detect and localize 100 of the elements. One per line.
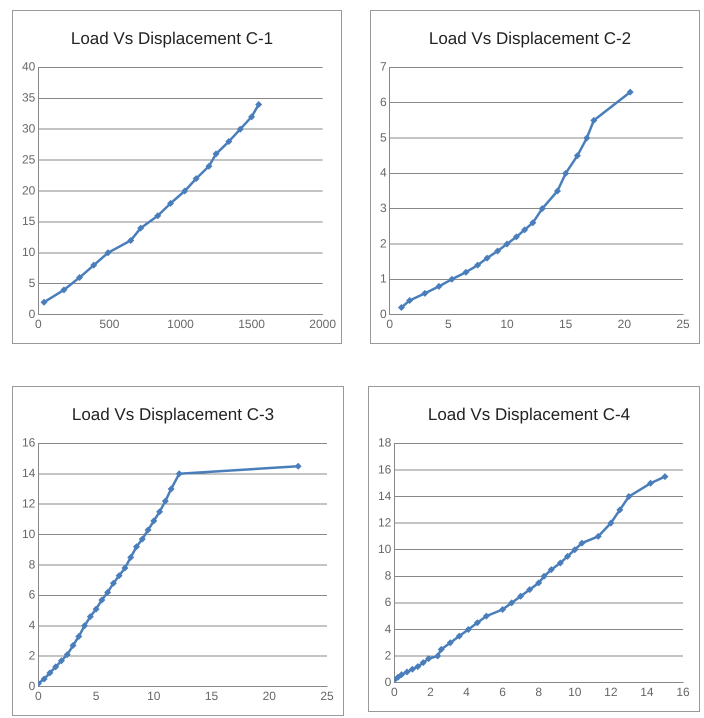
x-tick-label: 10 bbox=[568, 685, 582, 700]
y-tick-label: 4 bbox=[384, 622, 392, 636]
point bbox=[192, 175, 200, 182]
point bbox=[484, 254, 491, 262]
x-tick-label: 15 bbox=[558, 317, 573, 332]
y-tick-label: 12 bbox=[22, 496, 36, 511]
point bbox=[540, 572, 548, 580]
point bbox=[446, 639, 454, 646]
point bbox=[116, 572, 123, 580]
y-tick-label: 5 bbox=[28, 276, 36, 290]
x-tick-label: 5 bbox=[92, 689, 100, 704]
y-tick-label: 14 bbox=[22, 466, 36, 480]
x-tick-label: 1000 bbox=[167, 317, 194, 332]
point bbox=[474, 619, 481, 626]
point bbox=[456, 632, 463, 640]
y-tick-label: 2 bbox=[380, 236, 387, 250]
point bbox=[110, 580, 117, 587]
point bbox=[538, 205, 546, 212]
point bbox=[150, 517, 158, 524]
point bbox=[154, 212, 162, 220]
point bbox=[556, 560, 564, 566]
point bbox=[156, 508, 164, 516]
point bbox=[98, 596, 106, 604]
x-tick-label: 2 bbox=[427, 685, 434, 700]
point bbox=[294, 462, 302, 470]
y-tick-label: 3 bbox=[380, 200, 387, 215]
x-tick-label: 20 bbox=[618, 317, 632, 332]
point bbox=[255, 100, 262, 108]
point bbox=[462, 268, 470, 276]
point bbox=[583, 134, 590, 142]
point bbox=[425, 655, 432, 662]
point bbox=[578, 540, 586, 547]
point bbox=[121, 564, 128, 572]
point bbox=[464, 626, 472, 633]
point bbox=[574, 152, 581, 160]
y-tick-label: 2 bbox=[384, 648, 392, 662]
point bbox=[562, 170, 570, 177]
point bbox=[414, 663, 422, 670]
point bbox=[508, 599, 516, 606]
point bbox=[420, 659, 427, 666]
y-tick-label: 2 bbox=[28, 648, 36, 663]
chart-title: Load Vs Displacement C-1 bbox=[70, 28, 274, 48]
point bbox=[526, 586, 534, 594]
point bbox=[46, 669, 54, 676]
y-tick-label: 4 bbox=[28, 618, 36, 632]
point bbox=[435, 282, 442, 290]
y-tick-label: 14 bbox=[378, 488, 392, 503]
y-tick-label: 6 bbox=[384, 595, 392, 610]
point bbox=[137, 224, 144, 232]
point bbox=[607, 520, 614, 527]
point bbox=[40, 298, 48, 306]
point bbox=[205, 162, 212, 170]
y-tick-label: 8 bbox=[28, 557, 36, 572]
point bbox=[127, 236, 134, 244]
point bbox=[212, 150, 220, 158]
point bbox=[86, 613, 94, 620]
point bbox=[625, 493, 632, 500]
point bbox=[81, 622, 88, 630]
point bbox=[494, 248, 502, 255]
point bbox=[60, 286, 68, 294]
point bbox=[104, 249, 112, 256]
y-tick-label: 16 bbox=[22, 436, 36, 450]
point bbox=[225, 138, 232, 146]
x-tick-label: 16 bbox=[676, 685, 690, 700]
point bbox=[571, 546, 578, 554]
x-tick-label: 14 bbox=[640, 685, 654, 700]
x-tick-label: 5 bbox=[444, 317, 452, 332]
point bbox=[590, 116, 598, 124]
point bbox=[58, 657, 65, 664]
y-tick-label: 5 bbox=[380, 130, 387, 144]
x-tick-label: 8 bbox=[535, 685, 542, 700]
point bbox=[92, 606, 100, 613]
point bbox=[76, 274, 84, 282]
point bbox=[167, 200, 174, 207]
y-tick-label: 18 bbox=[378, 436, 392, 450]
y-tick-label: 7 bbox=[380, 60, 387, 74]
y-tick-label: 4 bbox=[380, 166, 387, 180]
x-tick-label: 25 bbox=[676, 317, 690, 332]
point bbox=[403, 668, 410, 676]
point bbox=[408, 666, 416, 673]
point bbox=[512, 233, 520, 240]
point bbox=[535, 579, 542, 586]
x-tick-label: 1500 bbox=[238, 317, 266, 332]
point bbox=[529, 219, 536, 226]
point bbox=[162, 498, 169, 505]
point bbox=[168, 486, 175, 492]
y-tick-label: 10 bbox=[378, 542, 392, 556]
y-tick-label: 0 bbox=[380, 306, 387, 321]
x-tick-label: 20 bbox=[262, 689, 276, 704]
x-tick-label: 10 bbox=[147, 689, 161, 704]
y-tick-label: 0 bbox=[28, 306, 36, 321]
point bbox=[181, 188, 188, 194]
point bbox=[564, 552, 572, 560]
point bbox=[144, 526, 152, 534]
point bbox=[626, 88, 634, 96]
chart-title: Load Vs Displacement C-2 bbox=[428, 28, 632, 48]
y-tick-label: 10 bbox=[22, 526, 36, 541]
point bbox=[499, 606, 506, 614]
y-tick-label: 10 bbox=[22, 245, 36, 260]
x-tick-label: 12 bbox=[604, 685, 618, 700]
